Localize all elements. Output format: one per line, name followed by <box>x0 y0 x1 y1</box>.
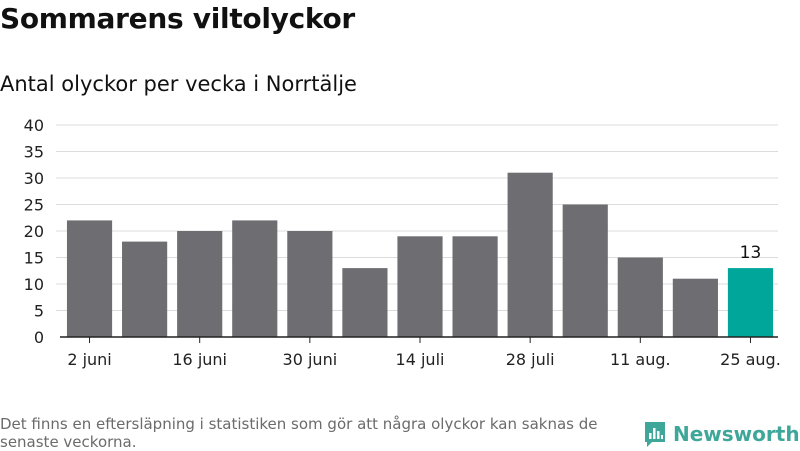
bar <box>397 236 443 337</box>
bars <box>66 172 774 337</box>
bar <box>452 236 498 337</box>
bar <box>177 231 223 337</box>
bar <box>617 257 663 337</box>
footnote: Det finns en eftersläpning i statistiken… <box>0 415 598 451</box>
bar <box>232 220 278 337</box>
y-tick-label: 40 <box>24 116 44 135</box>
brand-logo: Newsworthy <box>643 419 800 449</box>
bar <box>66 220 113 337</box>
x-tick-label: 28 juli <box>506 350 555 369</box>
y-tick-label: 15 <box>24 249 44 268</box>
x-tick-label: 14 juli <box>396 350 445 369</box>
x-tick-label: 11 aug. <box>610 350 671 369</box>
bar-chart-logo-icon <box>645 422 665 447</box>
x-tick-label: 25 aug. <box>720 350 781 369</box>
bar <box>342 268 388 337</box>
y-tick-label: 25 <box>24 196 44 215</box>
y-tick-label: 10 <box>24 275 44 294</box>
bar <box>122 241 168 337</box>
x-tick-label: 16 juni <box>172 350 227 369</box>
bar <box>287 231 333 337</box>
y-tick-label: 0 <box>34 328 44 347</box>
y-axis-tick-labels: 0 5 10 15 20 25 30 35 40 <box>24 116 44 347</box>
y-tick-label: 35 <box>24 143 44 162</box>
bar <box>562 204 608 337</box>
brand-name: Newsworthy <box>673 422 800 446</box>
chart-title: Sommarens viltolyckor <box>0 2 355 35</box>
x-tick-label: 2 juni <box>67 350 111 369</box>
bar-chart: 0 5 10 15 20 25 30 35 40 2 juni 16 juni 30 juni 14 … <box>24 116 781 369</box>
bar-highlight <box>727 268 774 337</box>
y-tick-label: 5 <box>34 302 44 321</box>
data-labels: 13 <box>740 243 762 263</box>
x-tick-label: 30 juni <box>283 350 338 369</box>
y-tick-label: 30 <box>24 169 44 188</box>
bar <box>507 172 553 337</box>
bar <box>672 278 718 337</box>
data-label: 13 <box>740 243 762 263</box>
y-tick-label: 20 <box>24 222 44 241</box>
x-axis-ticks: 2 juni 16 juni 30 juni 14 juli 28 juli 11 aug… <box>67 337 781 369</box>
chart-subtitle: Antal olyckor per vecka i Norrtälje <box>0 72 357 96</box>
